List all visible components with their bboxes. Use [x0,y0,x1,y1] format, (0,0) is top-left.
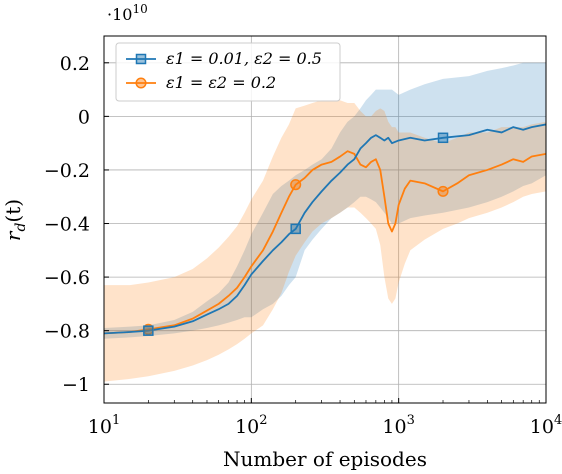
legend-label-series-1: ε1 = 0.01, ε2 = 0.5 [166,49,322,68]
y-axis-label: rd(t) [1,199,29,241]
y-axis-label-suffix: (t) [1,199,25,223]
x-tick-label-exponent: 4 [554,413,562,428]
legend-label-series-2: ε1 = ε2 = 0.2 [166,73,276,92]
series-markers [142,132,449,336]
x-tick-label-base: 10 [88,416,112,438]
y-tick-label: −0.8 [44,321,90,343]
data-marker-series-1 [290,223,301,235]
x-tick-label-base: 10 [530,416,554,438]
y-tick-label: 0.2 [60,53,90,75]
x-tick-label-exponent: 1 [112,413,120,428]
y-tick-label: −0.4 [44,214,90,236]
y-tick-label: 0 [78,106,90,128]
multiplier-exponent: 10 [132,2,147,16]
x-tick-label: 101 [88,413,120,438]
x-tick-label-exponent: 3 [407,413,415,428]
data-marker-series-1 [437,132,449,144]
data-marker-series-2 [290,179,302,191]
x-tick-label: 103 [382,413,414,438]
x-tick-label-exponent: 2 [259,413,267,428]
legend-box [115,42,341,102]
legend-marker-series-2 [135,77,147,89]
data-marker-series-2 [437,185,449,197]
x-axis-label: Number of episodes [223,447,427,471]
x-tick-label: 102 [235,413,267,438]
confidence-band-series-2 [104,100,546,382]
y-axis-label-subscript: d [13,223,29,232]
x-tick-label: 104 [530,413,562,438]
multiplier-base: ·10 [107,5,132,24]
legend-marker-series-1 [135,53,147,65]
legend: ε1 = 0.01, ε2 = 0.5 ε1 = ε2 = 0.2 [115,42,341,102]
y-tick-label: −1 [62,374,90,396]
y-tick-label: −0.2 [44,160,90,182]
series-line-2 [104,150,546,335]
plot-frame [103,35,547,404]
confidence-band-series-1 [104,62,546,339]
data-marker-series-1 [143,325,154,336]
x-tick-label-base: 10 [382,416,406,438]
y-axis-label-base: r [1,230,25,241]
x-tick-label-base: 10 [235,416,259,438]
y-axis-label-group: rd(t) [1,199,29,241]
confidence-bands [104,62,546,382]
y-tick-label: −0.6 [44,267,90,289]
y-axis-multiplier: ·1010 [107,2,148,24]
